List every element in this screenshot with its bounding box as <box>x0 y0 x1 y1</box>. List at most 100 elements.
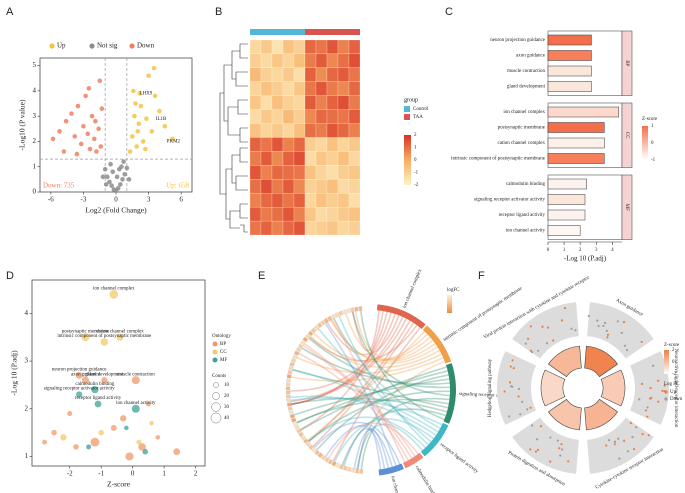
heat-cell <box>271 109 284 124</box>
heat-cell <box>282 95 295 110</box>
bubble <box>124 425 129 431</box>
gene-dot <box>618 457 621 460</box>
gene-dot <box>646 415 649 418</box>
heat-cell <box>304 81 317 96</box>
bubble <box>94 400 102 408</box>
heat-cell <box>249 95 262 110</box>
point <box>124 165 130 171</box>
gene-dot <box>648 397 652 400</box>
point <box>121 159 126 164</box>
heat-cell <box>337 151 350 166</box>
gene-dot <box>663 384 666 387</box>
gene-segment <box>350 307 355 313</box>
chord <box>313 421 401 465</box>
heat-cell <box>249 137 262 152</box>
heat-cell <box>315 179 328 194</box>
gene-dot <box>549 436 552 439</box>
heat-cell <box>249 67 262 82</box>
chord <box>292 369 449 409</box>
legend-label: TAA <box>413 115 423 120</box>
scale-tick-label: -2 <box>672 372 677 377</box>
heat-cell <box>315 123 328 138</box>
heat-cell <box>348 151 361 166</box>
heat-cell <box>315 53 328 68</box>
legend-swatch <box>49 43 55 49</box>
heat-cell <box>315 95 328 110</box>
gene-dot <box>524 342 527 345</box>
heat-cell <box>337 193 350 208</box>
chord <box>308 416 427 449</box>
zscore-sector <box>548 345 582 378</box>
bubble <box>110 424 117 431</box>
heat-cell <box>304 67 317 82</box>
x-tick-label: 6 <box>179 196 183 204</box>
y-tick-label: 2 <box>33 137 37 145</box>
bubble <box>81 333 90 342</box>
gene-dot <box>511 359 514 362</box>
gene-label: IL1B <box>156 117 167 122</box>
x-tick-label: -6 <box>48 196 54 204</box>
point <box>137 91 143 96</box>
x-tick-label: 1 <box>563 248 566 253</box>
legend-title: Counts <box>212 374 226 379</box>
pathway-label: Hedgehog signaling pathway <box>488 358 493 417</box>
chord <box>332 318 406 463</box>
gene-segment <box>310 327 317 334</box>
legend-swatch <box>129 43 135 49</box>
gene-dot <box>640 340 643 344</box>
chord <box>291 313 396 406</box>
heat-cell <box>293 193 306 208</box>
chord <box>302 345 413 459</box>
bar <box>547 81 592 92</box>
x-tick-label: 3 <box>595 248 598 253</box>
category-label: neuron projection guidance <box>490 38 545 43</box>
scale-tick-label: -1 <box>651 158 656 163</box>
gene-segment <box>286 394 291 399</box>
heat-cell <box>348 179 361 194</box>
heat-cell <box>293 123 306 138</box>
heat-cell <box>326 179 339 194</box>
heat-cell <box>304 179 317 194</box>
gene-dot <box>635 426 638 429</box>
heat-cell <box>326 95 339 110</box>
bubble <box>42 439 47 445</box>
size-label: 40 <box>224 416 230 421</box>
pathway-sector <box>497 351 537 425</box>
legend-title: Z-score <box>664 343 680 348</box>
chord <box>308 320 411 443</box>
point <box>87 146 93 152</box>
chord <box>333 418 435 463</box>
heat-cell <box>337 95 350 110</box>
point <box>99 106 105 111</box>
x-tick-label: -2 <box>67 470 73 478</box>
legend-swatch <box>212 341 218 347</box>
y-tick-label: 4 <box>25 309 29 317</box>
heat-cell <box>249 179 262 194</box>
legend-title: logFC <box>447 288 460 293</box>
dendrogram-top <box>223 43 248 143</box>
chord <box>312 322 415 447</box>
gene-segment <box>296 428 302 434</box>
chord <box>291 397 448 413</box>
heat-cell <box>249 151 262 166</box>
x-tick-label: 2 <box>194 470 198 478</box>
chord <box>332 327 421 462</box>
point <box>74 151 80 157</box>
size-swatch <box>213 382 219 388</box>
heat-cell <box>260 207 273 222</box>
chord <box>289 312 392 392</box>
gene-segment <box>294 350 300 356</box>
gene-dot <box>517 395 520 398</box>
gene-segment <box>311 447 317 453</box>
heat-cell <box>304 137 317 152</box>
gene-dot <box>558 447 561 450</box>
gene-dot <box>652 364 655 367</box>
heat-cell <box>337 123 350 138</box>
group-cell <box>349 29 360 35</box>
point <box>151 65 157 71</box>
bubble <box>60 434 67 441</box>
gene-dot <box>539 424 543 428</box>
heat-cell <box>348 53 361 68</box>
gene-dot <box>617 437 620 440</box>
